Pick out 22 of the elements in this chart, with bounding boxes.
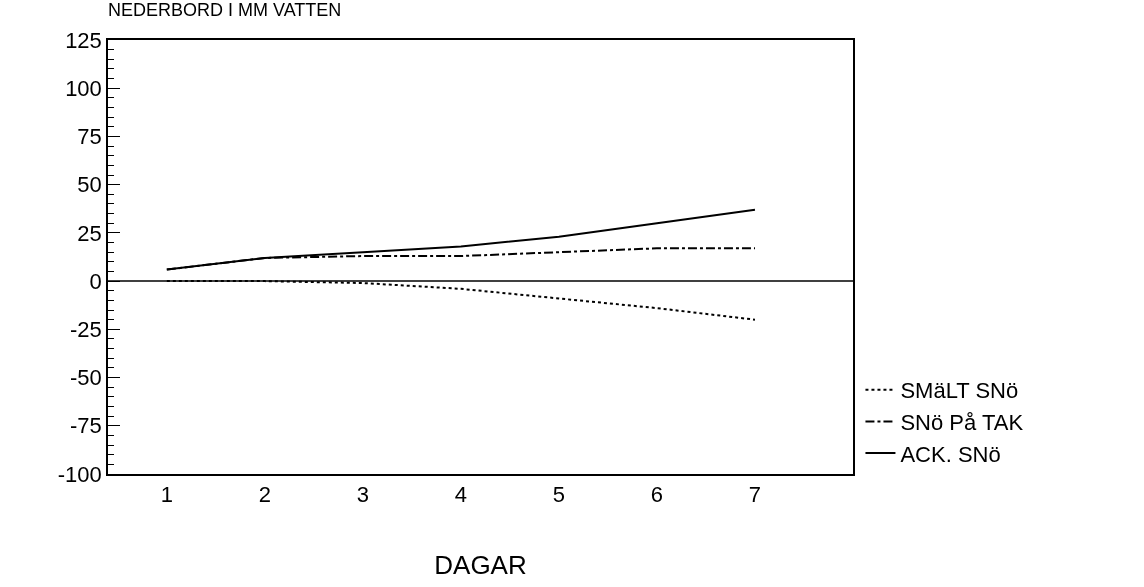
x-tick-label: 1	[160, 482, 173, 508]
x-tick-label: 4	[454, 482, 468, 508]
x-axis-title: DAGAR	[434, 550, 527, 581]
y-tick-label: 25	[77, 220, 102, 246]
y-tick-label: -25	[70, 317, 102, 343]
y-tick-label: 100	[65, 75, 102, 101]
y-tick-label: 75	[77, 124, 102, 150]
chart-title: NEDERBORD I MM VATTEN	[108, 0, 342, 20]
y-tick-label: 125	[65, 27, 102, 53]
legend-label: SMäLT SNö	[900, 378, 1019, 404]
x-tick-label: 6	[650, 482, 664, 508]
y-tick-label: -100	[57, 461, 102, 487]
x-tick-label: 2	[258, 482, 271, 508]
x-tick-label: 3	[356, 482, 369, 508]
y-tick-label: -50	[70, 365, 102, 391]
y-tick-label: -75	[70, 413, 102, 439]
y-tick-label: 50	[77, 172, 102, 198]
x-tick-label: 7	[748, 482, 762, 508]
legend-label: SNö På TAK	[900, 409, 1024, 435]
y-tick-label: 0	[89, 268, 102, 294]
legend-label: ACK. SNö	[900, 441, 1001, 467]
x-tick-label: 5	[552, 482, 566, 508]
